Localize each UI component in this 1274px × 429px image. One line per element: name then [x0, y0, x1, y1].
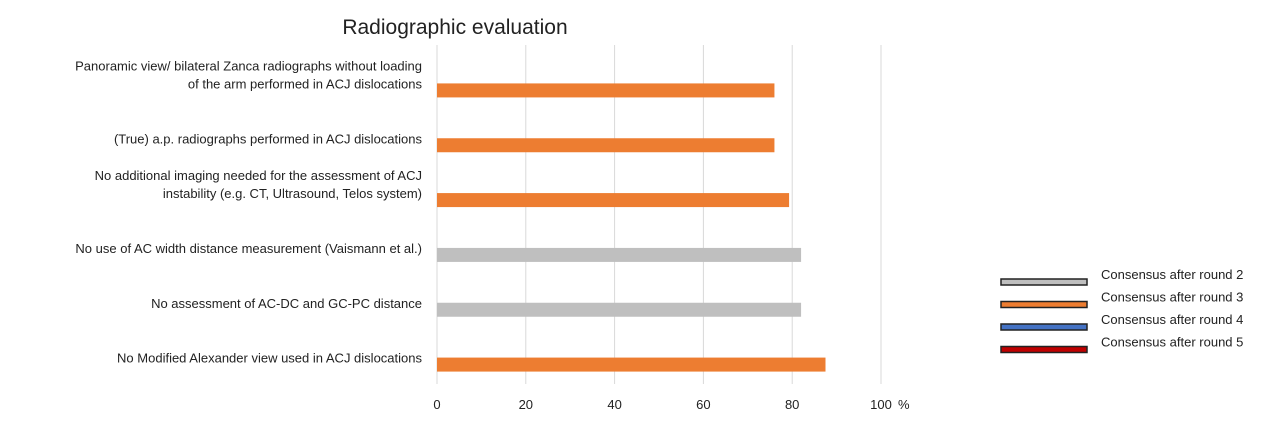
- bars: [437, 83, 826, 372]
- chart-title: Radiographic evaluation: [342, 16, 567, 39]
- category-label: No additional imaging needed for the ass…: [95, 168, 422, 183]
- x-tick-label: 100: [870, 397, 892, 412]
- bar: [437, 138, 775, 153]
- x-unit-label: %: [898, 397, 910, 412]
- category-label: of the arm performed in ACJ dislocations: [188, 76, 423, 91]
- legend-label: Consensus after round 2: [1101, 267, 1243, 282]
- category-label: No Modified Alexander view used in ACJ d…: [117, 351, 422, 366]
- legend: Consensus after round 2 Consensus after r…: [1000, 267, 1243, 354]
- category-labels: Panoramic view/ bilateral Zanca radiogra…: [75, 58, 422, 365]
- legend-swatch: [1000, 323, 1088, 331]
- bar: [437, 193, 790, 208]
- x-tick-label: 20: [519, 397, 533, 412]
- category-label: instability (e.g. CT, Ultrasound, Telos …: [163, 186, 422, 201]
- x-tick-label: 40: [607, 397, 621, 412]
- legend-swatch: [1000, 345, 1088, 354]
- category-label: No assessment of AC-DC and GC-PC distanc…: [151, 296, 422, 311]
- bar: [437, 357, 826, 372]
- legend-label: Consensus after round 4: [1101, 312, 1243, 327]
- bar: [437, 247, 802, 262]
- bar: [437, 83, 775, 98]
- legend-label: Consensus after round 3: [1101, 290, 1243, 305]
- bar: [437, 302, 802, 317]
- category-label: Panoramic view/ bilateral Zanca radiogra…: [75, 58, 422, 73]
- x-tick-label: 60: [696, 397, 710, 412]
- category-label: No use of AC width distance measurement …: [75, 241, 422, 256]
- legend-swatch: [1000, 300, 1088, 309]
- x-tick-labels: 0 20 40 60 80 100: [433, 397, 891, 412]
- gridlines: [436, 45, 882, 384]
- legend-swatch: [1000, 278, 1088, 286]
- category-label: (True) a.p. radiographs performed in ACJ…: [114, 131, 423, 146]
- legend-label: Consensus after round 5: [1101, 335, 1243, 350]
- x-tick-label: 80: [785, 397, 799, 412]
- x-tick-label: 0: [433, 397, 440, 412]
